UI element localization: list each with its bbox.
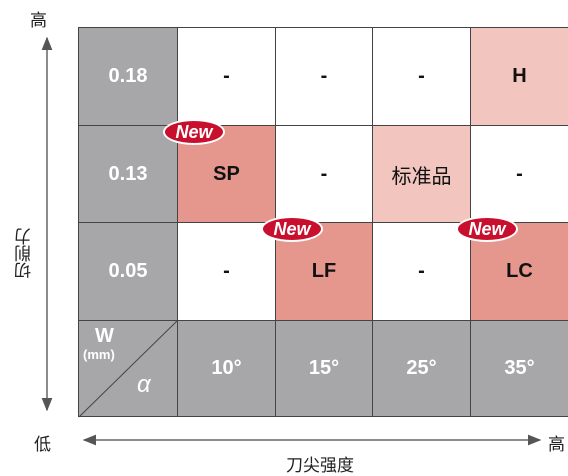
column-header: 25°	[372, 320, 471, 417]
row-header: 0.13	[78, 125, 178, 223]
cell: -	[372, 222, 471, 321]
corner-alpha: α	[137, 371, 151, 398]
cell: -	[372, 27, 471, 126]
column-header: 15°	[275, 320, 373, 417]
cell: -	[275, 125, 373, 223]
new-badge: New	[261, 216, 323, 242]
cell: 标准品	[372, 125, 471, 223]
corner: W (mm) α	[78, 320, 178, 418]
row-header: 0.05	[78, 222, 178, 321]
corner-diagonal	[79, 321, 178, 418]
x-high: 高	[548, 435, 565, 454]
y-low: 低	[34, 435, 51, 454]
y-high: 高	[30, 11, 47, 30]
cell: -	[177, 222, 276, 321]
x-label: 刀尖强度	[286, 456, 354, 475]
cell: H	[470, 27, 568, 126]
new-badge: New	[163, 119, 225, 145]
cell: -	[275, 27, 373, 126]
row-header: 0.18	[78, 27, 178, 126]
y-label: 切削力	[15, 228, 34, 279]
new-badge: New	[456, 216, 518, 242]
column-header: 35°	[470, 320, 568, 417]
cell: -	[177, 27, 276, 126]
column-header: 10°	[177, 320, 276, 417]
corner-unit: (mm)	[83, 347, 115, 362]
corner-w: W	[95, 325, 114, 347]
cell: -	[470, 125, 568, 223]
